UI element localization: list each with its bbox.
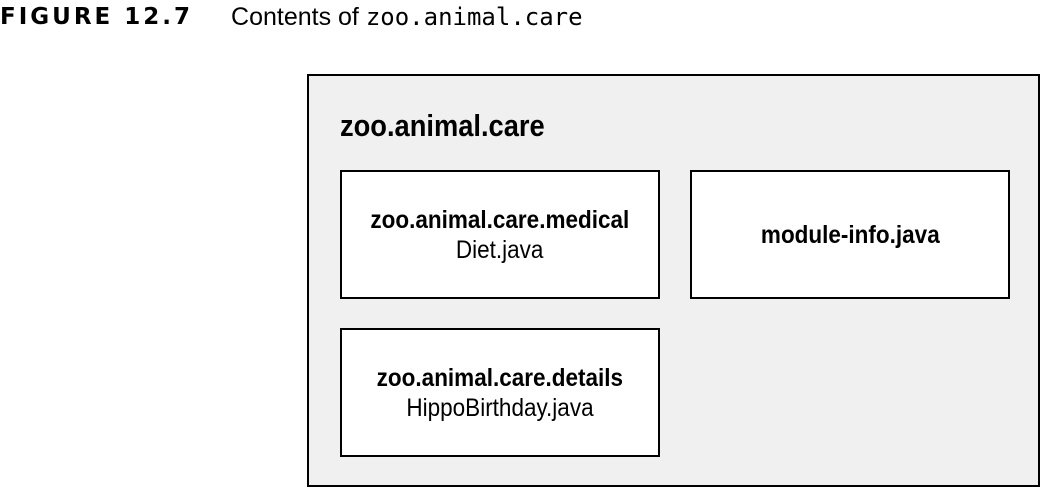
module-info-box: module-info.java (690, 170, 1010, 299)
package-box-medical: zoo.animal.care.medical Diet.java (340, 170, 660, 299)
package-name-medical: zoo.animal.care.medical (370, 205, 630, 234)
module-box: zoo.animal.care zoo.animal.care.medical … (307, 74, 1040, 487)
package-file-details: HippoBirthday.java (406, 393, 594, 422)
module-info-label: module-info.java (760, 220, 940, 249)
figure-title: Contents of zoo.animal.care (231, 3, 583, 32)
package-file-medical: Diet.java (456, 235, 544, 264)
figure-title-code: zoo.animal.care (365, 2, 583, 31)
module-name: zoo.animal.care (340, 108, 545, 143)
package-box-details: zoo.animal.care.details HippoBirthday.ja… (340, 328, 660, 457)
figure-title-text: Contents of (231, 2, 366, 31)
figure-label: FIGURE 12.7 (0, 4, 194, 30)
package-name-details: zoo.animal.care.details (376, 363, 624, 392)
figure-caption: FIGURE 12.7 Contents of zoo.animal.care (0, 0, 583, 34)
